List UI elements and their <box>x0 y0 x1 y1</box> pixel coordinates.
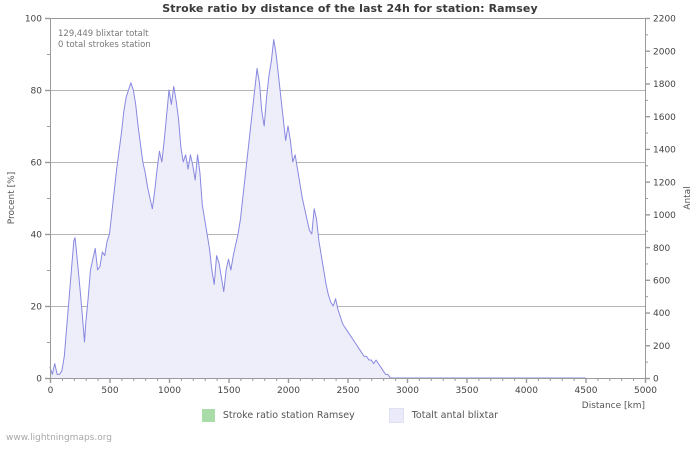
chart-title: Stroke ratio by distance of the last 24h… <box>162 2 538 15</box>
ytick-label-left: 80 <box>31 87 43 97</box>
ytick-label-right: 200 <box>653 342 670 352</box>
annotation-line-1: 129,449 blixtar totalt <box>58 29 149 39</box>
ytick-label-left: 0 <box>36 375 42 385</box>
xtick-label: 4500 <box>575 386 598 396</box>
ytick-label-right: 1600 <box>653 113 676 123</box>
series-area-total-strokes <box>50 39 586 378</box>
xtick-label: 1500 <box>218 386 241 396</box>
xtick-label: 3000 <box>396 386 419 396</box>
ytick-label-left: 60 <box>31 159 43 169</box>
ytick-label-left: 100 <box>25 15 42 25</box>
series-line-total-strokes <box>49 39 586 379</box>
ytick-label-right: 800 <box>653 244 670 254</box>
y-axis-label: Procent [%] <box>7 172 17 224</box>
xtick-label: 1000 <box>158 386 181 396</box>
ytick-label-right: 400 <box>653 309 670 319</box>
ytick-label-left: 40 <box>31 231 43 241</box>
xtick-label: 3500 <box>456 386 479 396</box>
ytick-label-left: 20 <box>31 303 43 313</box>
legend-swatch-stroke-ratio <box>201 409 215 422</box>
legend-label-total-strokes: Totalt antal blixtar <box>411 410 499 421</box>
chart-legend: Stroke ratio station Ramsey Totalt antal… <box>0 408 700 423</box>
ytick-label-right: 1400 <box>653 146 676 156</box>
ytick-label-right: 2000 <box>653 47 676 57</box>
legend-label-stroke-ratio: Stroke ratio station Ramsey <box>222 410 355 421</box>
xtick-label: 500 <box>101 386 118 396</box>
xtick-label: 4000 <box>515 386 538 396</box>
ytick-label-right: 0 <box>653 375 659 385</box>
ytick-label-right: 1200 <box>653 178 676 188</box>
xtick-label: 2500 <box>337 386 360 396</box>
ytick-label-right: 2200 <box>653 15 676 25</box>
xtick-label: 0 <box>48 386 54 396</box>
xtick-label: 5000 <box>634 386 657 396</box>
legend-item-stroke-ratio[interactable]: Stroke ratio station Ramsey <box>201 409 355 422</box>
ytick-label-right: 600 <box>653 277 670 287</box>
y2-axis-label: Antal <box>683 186 693 209</box>
footer-watermark: www.lightningmaps.org <box>6 433 112 443</box>
xtick-label: 2000 <box>277 386 300 396</box>
ytick-label-right: 1800 <box>653 80 676 90</box>
ytick-label-right: 1000 <box>653 211 676 221</box>
legend-item-total-strokes[interactable]: Totalt antal blixtar <box>388 408 499 423</box>
annotation-line-2: 0 total strokes station <box>58 40 151 50</box>
legend-swatch-total-strokes <box>388 408 404 423</box>
x-axis-label: Distance [km] <box>582 401 645 411</box>
